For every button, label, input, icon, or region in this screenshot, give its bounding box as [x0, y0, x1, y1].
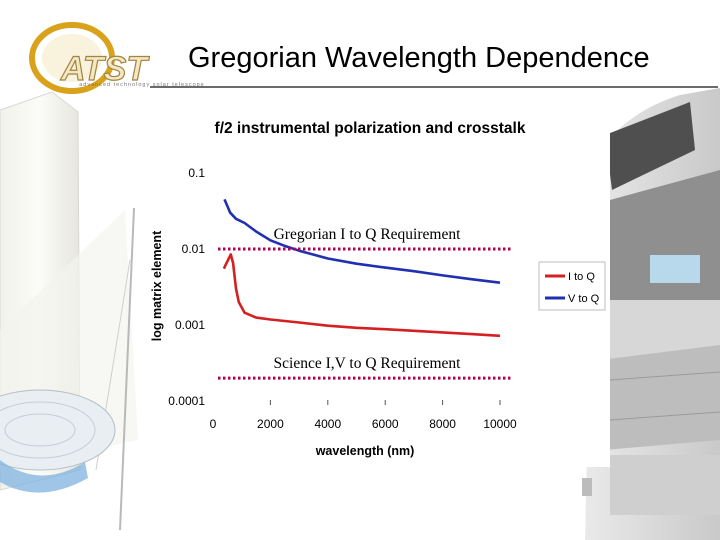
x-axis-label: wavelength (nm): [315, 444, 415, 458]
x-tick-labels: 0 2000 4000 6000 8000 10000: [210, 417, 517, 431]
x-tick-label-1: 2000: [257, 417, 284, 431]
requirement-label-0: Gregorian I to Q Requirement: [274, 226, 461, 243]
legend: I to Q V to Q: [538, 261, 606, 311]
requirement-label-1: Science I,V to Q Requirement: [274, 355, 462, 372]
y-tick-label-1: 0.01: [182, 242, 206, 256]
title-divider: [150, 86, 718, 88]
series-line-v-to-q: [223, 198, 501, 284]
x-tick-label-2: 4000: [314, 417, 341, 431]
x-tick-label-5: 10000: [483, 417, 517, 431]
y-tick-label-0: 0.1: [188, 166, 205, 180]
series-lines: [222, 198, 501, 338]
logo-tagline: advanced technology solar telescope: [79, 82, 205, 88]
chart-title: f/2 instrumental polarization and crosst…: [215, 120, 526, 137]
y-tick-label-2: 0.001: [175, 318, 205, 332]
logo-text: ATST: [60, 50, 150, 88]
y-tick-label-3: 0.0001: [168, 394, 205, 408]
y-tick-labels: 0.1 0.01 0.001 0.0001: [168, 166, 205, 408]
series-line-i-to-q: [222, 253, 501, 338]
chart-panel: [140, 105, 610, 467]
atst-logo: ATST advanced technology solar telescope: [29, 22, 205, 94]
left-tower-illustration: [0, 91, 138, 531]
x-tick-label-4: 8000: [429, 417, 456, 431]
x-tick-label-3: 6000: [372, 417, 399, 431]
y-axis-label: log matrix element: [150, 230, 164, 341]
legend-label-v-to-q: V to Q: [568, 293, 600, 305]
x-tick-label-0: 0: [210, 417, 217, 431]
slide-title: Gregorian Wavelength Dependence: [188, 42, 650, 74]
legend-box: [538, 261, 606, 311]
right-dome-illustration: [575, 88, 720, 540]
requirement-annotations: Gregorian I to Q Requirement Science I,V …: [218, 226, 512, 380]
legend-label-i-to-q: I to Q: [568, 271, 595, 283]
x-tick-marks: [269, 400, 501, 405]
